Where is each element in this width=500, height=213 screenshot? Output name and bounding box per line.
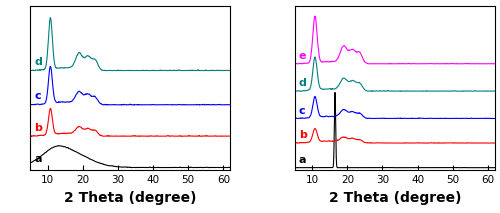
X-axis label: 2 Theta (degree): 2 Theta (degree) bbox=[328, 191, 461, 205]
Text: a: a bbox=[34, 154, 42, 164]
Text: c: c bbox=[34, 91, 41, 101]
Text: e: e bbox=[299, 51, 306, 61]
Text: A: A bbox=[6, 0, 19, 3]
Text: b: b bbox=[299, 130, 306, 140]
Text: c: c bbox=[299, 106, 306, 116]
Text: a: a bbox=[299, 155, 306, 165]
X-axis label: 2 Theta (degree): 2 Theta (degree) bbox=[64, 191, 196, 205]
Text: b: b bbox=[34, 123, 42, 133]
Text: d: d bbox=[34, 57, 42, 67]
Text: B: B bbox=[270, 0, 283, 3]
Text: d: d bbox=[299, 78, 306, 88]
